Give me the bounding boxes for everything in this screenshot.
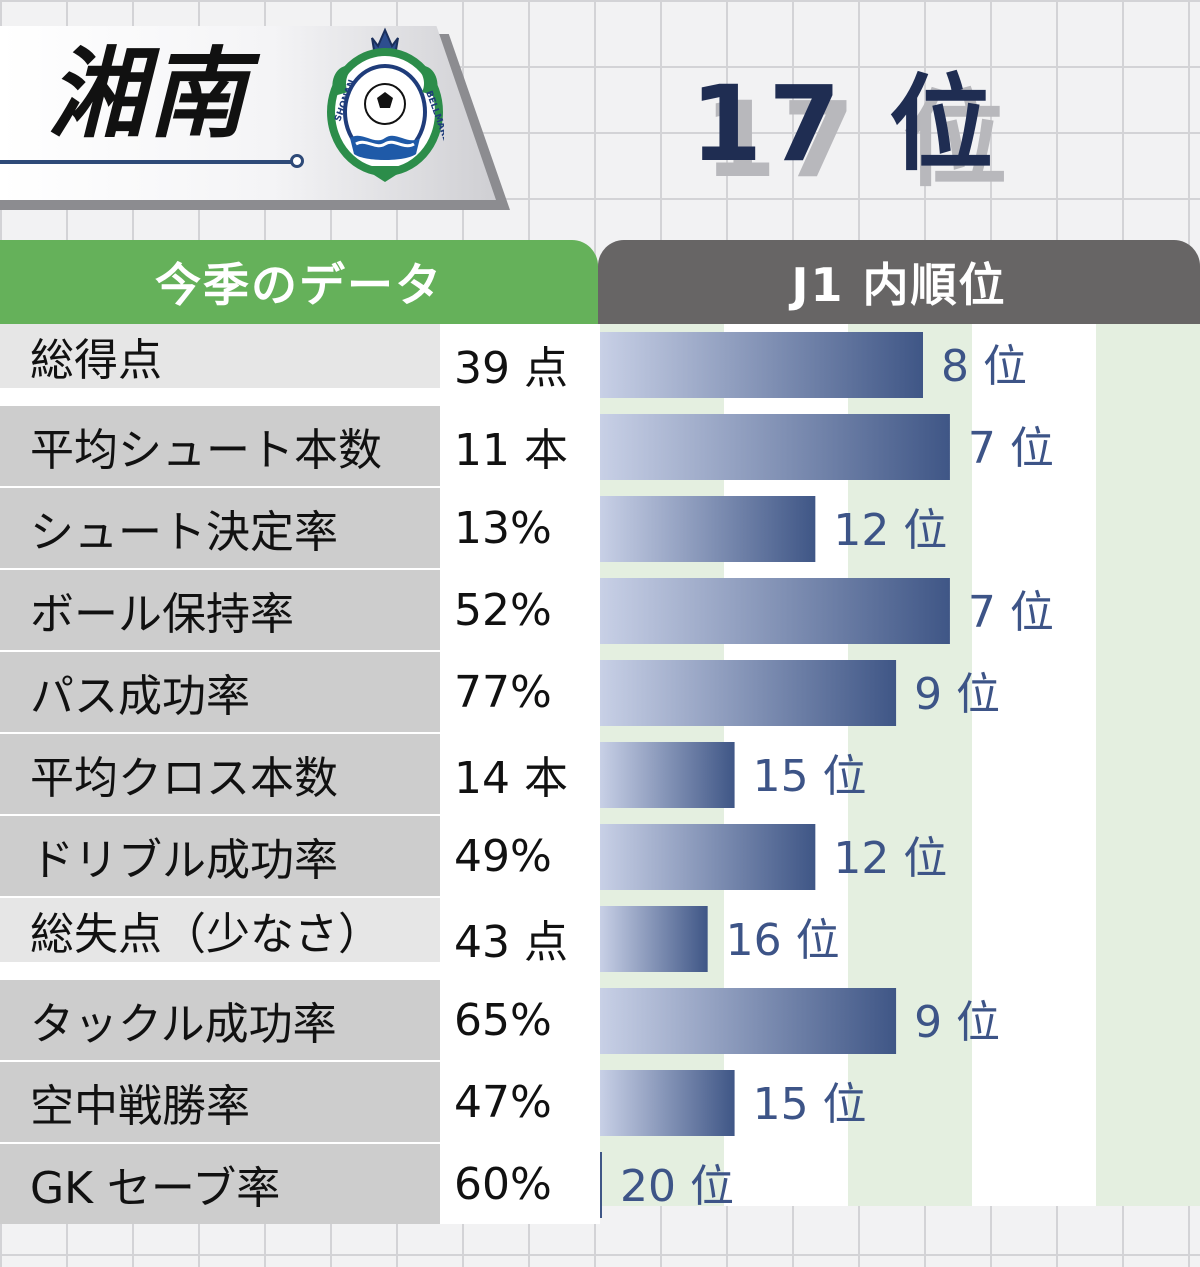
stat-label: GK セーブ率 [0, 1144, 440, 1224]
league-rank-number: 17 [690, 63, 847, 185]
banner-underline [0, 160, 298, 164]
rank-label: 20 位 [620, 1161, 734, 1212]
stat-label: 総得点 [0, 324, 440, 388]
stat-value: 43 点 [440, 898, 600, 978]
rank-shadow: 17 位 [704, 79, 1013, 201]
stat-value: 65% [440, 980, 600, 1060]
stat-value: 52% [440, 570, 600, 650]
table-row: 総得点 39 点 [0, 324, 600, 406]
stat-label: 空中戦勝率 [0, 1062, 440, 1142]
league-rank: 17 位 [690, 72, 999, 176]
rank-bar [600, 824, 816, 890]
rank-bar [600, 1152, 602, 1218]
rank-label: 7 位 [968, 587, 1054, 638]
stat-value: 13% [440, 488, 600, 568]
stat-label: ドリブル成功率 [0, 816, 440, 896]
rank-label: 16 位 [726, 915, 840, 966]
rank-label: 12 位 [833, 833, 947, 884]
table-row: パス成功率 77% [0, 652, 600, 734]
stat-label: 平均シュート本数 [0, 406, 440, 486]
table-row: 平均シュート本数 11 本 [0, 406, 600, 488]
banner-dot [290, 154, 304, 168]
rank-bar [600, 332, 923, 398]
stat-label: 総失点（少なさ） [0, 898, 440, 962]
table-row: 総失点（少なさ） 43 点 [0, 898, 600, 980]
stat-label: 平均クロス本数 [0, 734, 440, 814]
table-row: タックル成功率 65% [0, 980, 600, 1062]
table-row: シュート決定率 13% [0, 488, 600, 570]
rank-label: 15 位 [753, 1079, 867, 1130]
stat-label: シュート決定率 [0, 488, 440, 568]
stat-value: 60% [440, 1144, 600, 1224]
table-row: ボール保持率 52% [0, 570, 600, 652]
rank-bar [600, 578, 950, 644]
rank-bar [600, 496, 816, 562]
team-name: 湘南 [48, 38, 249, 152]
rank-bar [600, 988, 897, 1054]
rank-bar [600, 414, 950, 480]
rank-bar [600, 660, 897, 726]
rank-label: 9 位 [914, 997, 1000, 1048]
table-row: ドリブル成功率 49% [0, 816, 600, 898]
table-row: 空中戦勝率 47% [0, 1062, 600, 1144]
table-row: 平均クロス本数 14 本 [0, 734, 600, 816]
table-row: GK セーブ率 60% [0, 1144, 600, 1226]
rank-bar [600, 1070, 735, 1136]
stat-value: 77% [440, 652, 600, 732]
team-crest-logo: SHONAN BELLMARE [327, 27, 444, 182]
league-rank-unit: 位 [888, 63, 999, 185]
rank-bar-chart: 8 位 7 位 12 位 7 位 9 位 15 位 12 位 16 位 9 位 15 位 20 位 [600, 332, 1054, 1218]
stat-value: 47% [440, 1062, 600, 1142]
grid-band [1096, 324, 1200, 1206]
rank-bar [600, 906, 708, 972]
rank-label: 8 位 [941, 341, 1027, 392]
stat-label: パス成功率 [0, 652, 440, 732]
rank-label: 12 位 [833, 505, 947, 556]
season-data-header: 今季のデータ [0, 240, 598, 324]
stat-value: 11 本 [440, 406, 600, 486]
rank-label: 9 位 [914, 669, 1000, 720]
stat-value: 49% [440, 816, 600, 896]
rank-label: 7 位 [968, 423, 1054, 474]
stat-label: ボール保持率 [0, 570, 440, 650]
rank-bar [600, 742, 735, 808]
rank-label: 15 位 [753, 751, 867, 802]
stat-label: タックル成功率 [0, 980, 440, 1060]
j1-rank-header: J1 内順位 [598, 240, 1200, 324]
stat-value: 14 本 [440, 734, 600, 814]
stat-value: 39 点 [440, 324, 600, 404]
